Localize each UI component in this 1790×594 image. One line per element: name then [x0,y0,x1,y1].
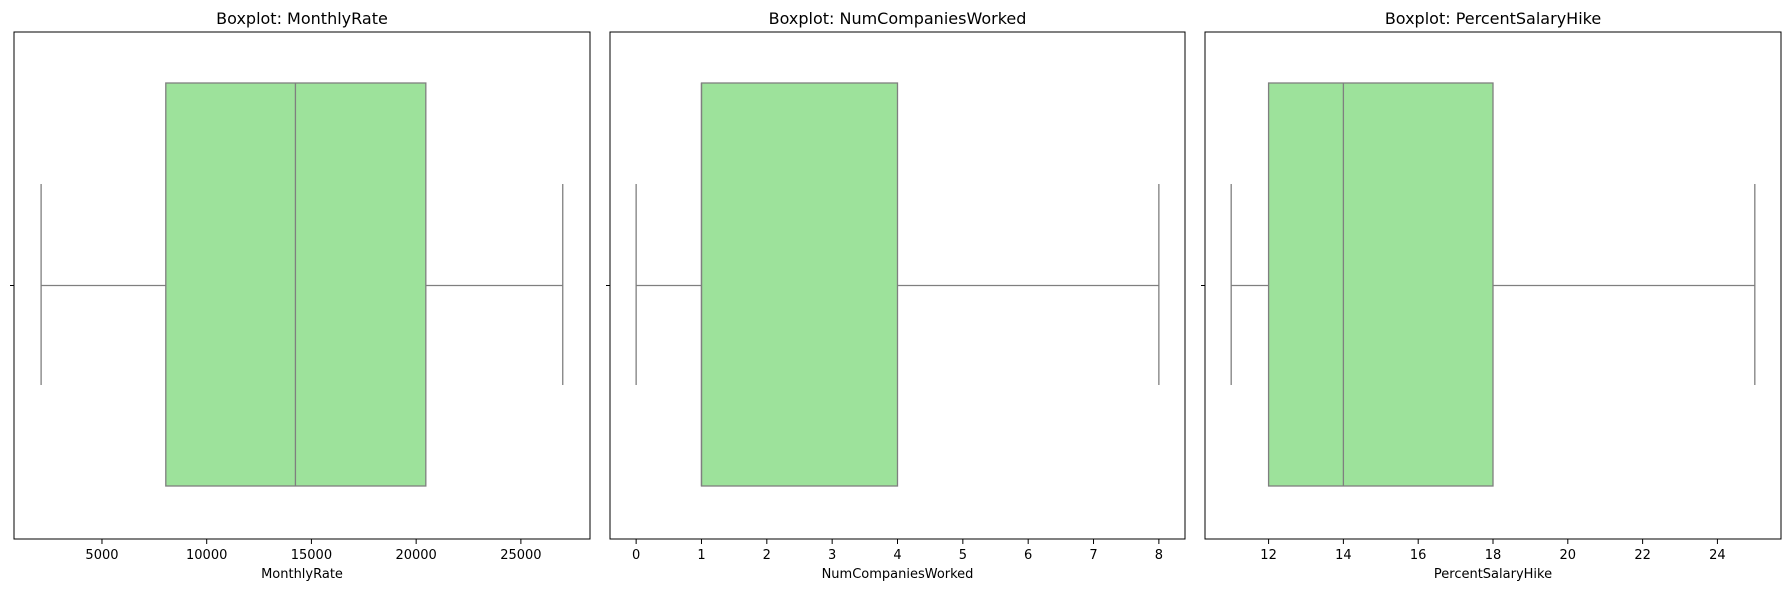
x-axis-label: PercentSalaryHike [1434,567,1552,582]
x-tick-label: 18 [1485,548,1502,563]
chart-title: Boxplot: PercentSalaryHike [1385,9,1601,28]
x-tick-label: 25000 [500,548,541,563]
iqr-box [700,82,899,487]
x-tick-label: 15000 [291,548,332,563]
x-tick-label: 16 [1410,548,1427,563]
x-tick-label: 0 [632,548,640,563]
x-tick-label: 14 [1335,548,1352,563]
x-tick-label: 6 [1024,548,1032,563]
chart-title: Boxplot: MonthlyRate [216,9,388,28]
x-tick-label: 24 [1709,548,1726,563]
panel-2 [606,31,1186,544]
x-tick-label: 5 [959,548,967,563]
x-axis-label: MonthlyRate [261,567,343,582]
x-tick-label: 8 [1155,548,1163,563]
x-tick-label: 3 [828,548,836,563]
panel-3 [1201,31,1782,544]
x-tick-label: 5000 [85,548,118,563]
x-tick-label: 4 [893,548,901,563]
x-tick-label: 20000 [395,548,436,563]
x-tick-label: 7 [1089,548,1097,563]
iqr-box [1267,82,1494,487]
x-tick-label: 10000 [186,548,227,563]
x-tick-label: 20 [1560,548,1577,563]
x-tick-label: 1 [697,548,705,563]
x-axis-label: NumCompaniesWorked [822,567,974,582]
panel-1 [10,31,591,544]
x-tick-label: 12 [1260,548,1277,563]
x-tick-label: 2 [763,548,771,563]
chart-title: Boxplot: NumCompaniesWorked [769,9,1027,28]
x-tick-label: 22 [1634,548,1651,563]
